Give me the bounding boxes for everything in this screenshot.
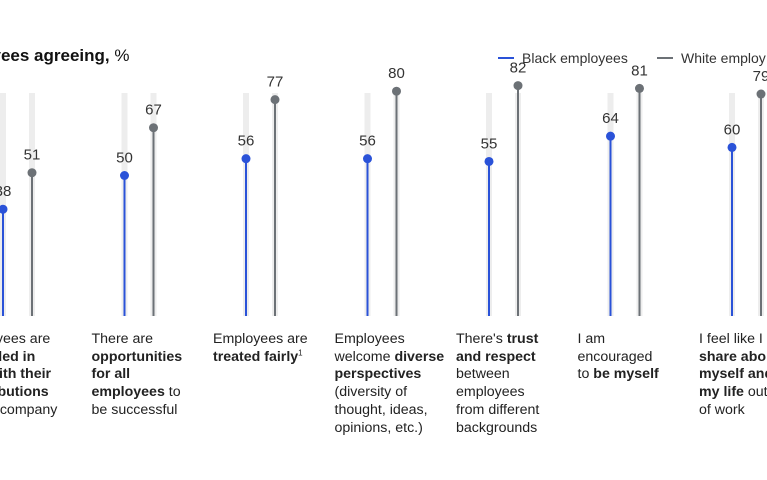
- value-label-white-7: 79: [753, 68, 767, 85]
- value-label-black-7: 60: [724, 121, 741, 138]
- point-white-4: [392, 86, 401, 96]
- point-black-4: [363, 154, 372, 164]
- value-label-white-2: 67: [145, 102, 162, 119]
- category-label-2: There are opportunities for all employees t…: [91, 331, 183, 418]
- value-label-white-5: 82: [510, 60, 527, 77]
- point-black-5: [484, 156, 494, 166]
- value-label-black-2: 50: [116, 150, 133, 167]
- legend-item-black: Black employees: [498, 50, 628, 66]
- point-black-2: [120, 171, 129, 180]
- category-label-5: There's trust and respect between employees…: [456, 331, 540, 436]
- point-black-7: [727, 142, 737, 152]
- legend-label-black: Black employees: [522, 50, 628, 66]
- value-label-black-4: 56: [359, 133, 376, 150]
- point-white-1: [27, 168, 37, 178]
- value-label-white-1: 51: [24, 147, 41, 164]
- chart-title-text: ployees agreeing,: [0, 46, 110, 65]
- legend-swatch-black: [498, 57, 514, 59]
- point-white-6: [635, 83, 644, 93]
- value-label-white-3: 77: [267, 74, 284, 91]
- legend-item-white: White employ: [657, 50, 766, 66]
- point-white-3: [270, 95, 280, 105]
- legend-swatch-white: [657, 57, 673, 59]
- point-white-7: [756, 89, 766, 99]
- point-black-6: [606, 131, 615, 141]
- chart-unit: %: [114, 46, 130, 65]
- value-label-black-6: 64: [602, 110, 619, 127]
- value-label-white-6: 81: [631, 62, 648, 79]
- point-white-2: [149, 123, 158, 133]
- category-label-6: I am encouraged to be myself: [577, 331, 659, 383]
- value-label-black-1: 38: [0, 183, 11, 200]
- category-label-3: Employees are treated fairly1: [213, 331, 308, 365]
- legend-label-white: White employ: [681, 50, 766, 66]
- category-label-1: oyees arerded in with theirributionse co…: [0, 331, 58, 418]
- value-label-black-3: 56: [238, 133, 255, 150]
- point-black-1: [0, 204, 8, 214]
- value-label-white-4: 80: [388, 65, 405, 82]
- value-label-black-5: 55: [481, 135, 498, 152]
- chart-title: ployees agreeing, %: [0, 46, 129, 66]
- point-black-3: [241, 154, 251, 164]
- point-white-5: [513, 81, 523, 91]
- category-label-4: Employees welcome diverse perspectives (div…: [334, 331, 445, 436]
